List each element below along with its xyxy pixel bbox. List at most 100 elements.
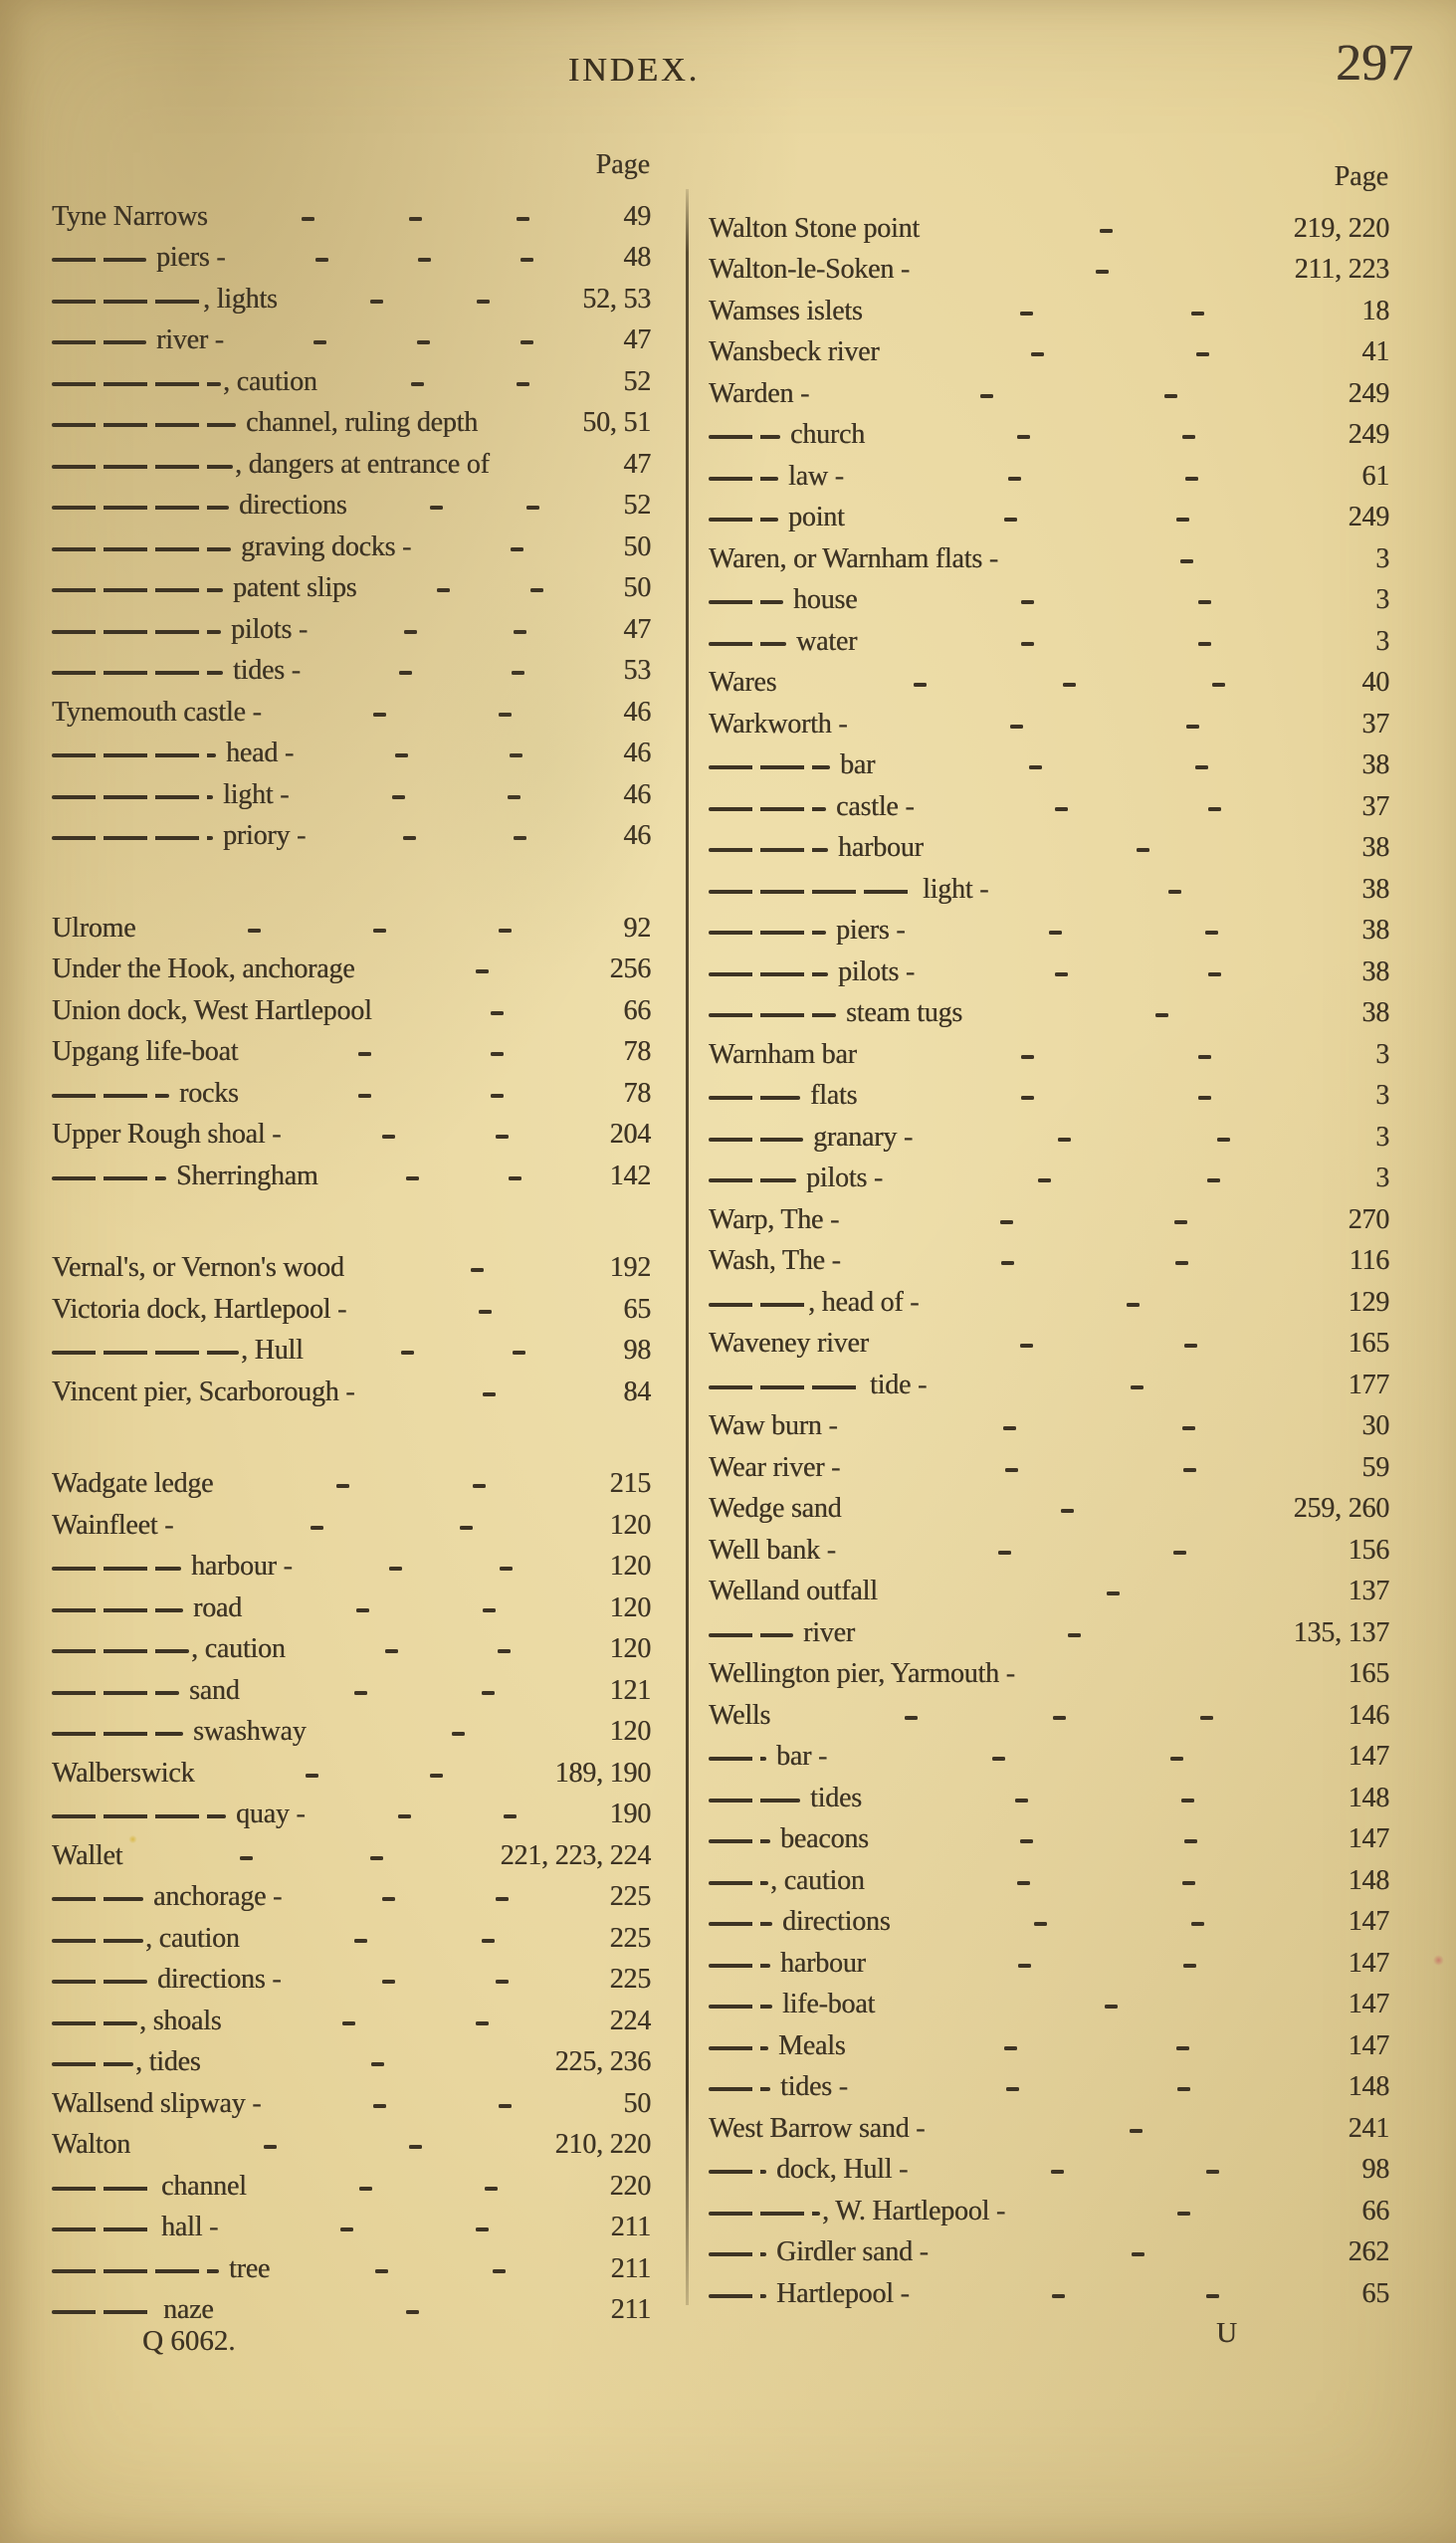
entry-label: quay - [236,1799,306,1830]
index-entry: anchorage - 225 [52,1877,652,1919]
leader-dash [239,1855,253,1860]
index-entry: Waren, or Warnham flats - 3 [709,538,1390,580]
leader-dash [357,1093,371,1098]
entry-label: Vernal's, or Vernon's wood [52,1252,344,1284]
repeat-dash [52,423,236,428]
entry-label: water [796,625,858,657]
leader-dash [478,1309,492,1314]
leader-dashes [845,514,1349,523]
page-ref: 148 [1348,1782,1390,1813]
page-ref: 41 [1361,336,1389,368]
leader-dash [1183,1839,1197,1844]
index-entry: Walton-le-Soken - 211, 223 [709,250,1390,292]
repeat-dash [52,2268,219,2273]
leader-dashes [411,543,623,551]
leader-dash [430,1773,444,1778]
leader-dash [491,1010,505,1015]
index-entry: law - 61 [709,456,1390,498]
leader-dash [339,2227,353,2232]
entry-label: Wallet [52,1839,123,1871]
entry-label: , caution [223,365,317,397]
leader-dash [384,1649,398,1654]
index-entry: light - 46 [52,774,652,816]
repeat-dash [52,1567,181,1572]
leader-dash [1190,311,1204,316]
index-entry: Wadgate ledge 215 [52,1464,652,1506]
page-ref: 46 [623,778,651,810]
leader-dash [1003,518,1017,523]
index-entry: bar 38 [709,745,1390,787]
entry-label: Meals [778,2029,846,2061]
page-ref: 116 [1349,1245,1390,1277]
leader-dash [1212,683,1226,688]
index-entry: , shoals 224 [52,2001,652,2042]
index-entry: Warp, The - 270 [709,1199,1390,1241]
leader-dashes [910,2290,1362,2298]
index-entry: harbour 147 [709,1943,1390,1985]
entry-label: Waren, or Warnham flats - [709,542,998,574]
leader-dashes [809,390,1349,398]
leader-dashes [130,2141,555,2150]
leader-dash [1015,1798,1029,1802]
entry-label: Wares [709,667,777,699]
page-ref: 92 [623,912,651,944]
leader-dash [1067,1632,1081,1637]
repeat-dash [709,806,826,811]
entry-label: Welland outfall [709,1576,878,1607]
entry-label: graving docks - [241,530,412,562]
leader-dash [1034,1922,1048,1927]
leader-dashes [270,2265,610,2273]
entry-label: Walton Stone point [709,212,920,244]
entry-label: priory - [223,820,307,852]
entry-label: , caution [770,1864,865,1896]
repeat-dash [52,1649,189,1654]
leader-dashes [920,225,1294,233]
leader-dashes [213,1480,609,1489]
leader-dash [504,1814,518,1819]
repeat-dash [52,836,213,841]
repeat-dash [52,258,146,263]
page-ref: 37 [1361,708,1389,740]
page-ref: 259, 260 [1293,1493,1390,1525]
page-ref: 192 [609,1252,652,1284]
index-entry: Wedge sand 259, 260 [709,1489,1390,1531]
repeat-dash [709,2293,766,2298]
leader-dash [1021,641,1035,646]
leader-dash [358,2186,372,2191]
index-entry: steam tugs 38 [709,993,1390,1035]
repeat-dash [709,1013,836,1018]
leader-dash [437,588,451,593]
entry-label: Waveney river [709,1328,869,1360]
page-ref: 148 [1348,1864,1390,1896]
leader-dash [1054,806,1068,811]
page-ref: 204 [609,1119,652,1151]
page-ref: 225 [609,1881,652,1913]
entry-label: Walton-le-Soken - [709,254,910,286]
page-ref: 50 [623,2087,651,2119]
repeat-dash [52,506,229,511]
repeat-dash [52,299,201,304]
page-ref: 219, 220 [1293,212,1390,244]
entry-label: pilots - [806,1163,883,1194]
repeat-dash [52,1690,179,1695]
repeat-dash [52,1980,147,1985]
leader-dashes [857,1051,1375,1059]
leader-dash [1100,228,1114,233]
leader-dash [1182,1963,1196,1968]
leader-dash [470,1268,484,1273]
leader-dash [1136,848,1149,853]
leader-dash [372,928,386,933]
leader-dash [1168,889,1182,894]
leader-dash [1190,1922,1204,1927]
leader-dashes [194,1770,554,1778]
entry-label: Upgang life-boat [52,1036,239,1068]
entry-label: light - [223,778,290,810]
entry-label: Wamses islets [709,295,863,326]
leader-dash [520,340,533,345]
index-entry: Wamses islets 18 [709,291,1390,332]
leader-dash [1130,2128,1144,2133]
leader-dashes [865,431,1349,440]
leader-dash [369,1855,383,1860]
leader-dash [1174,1261,1188,1266]
repeat-dash [709,1757,766,1762]
